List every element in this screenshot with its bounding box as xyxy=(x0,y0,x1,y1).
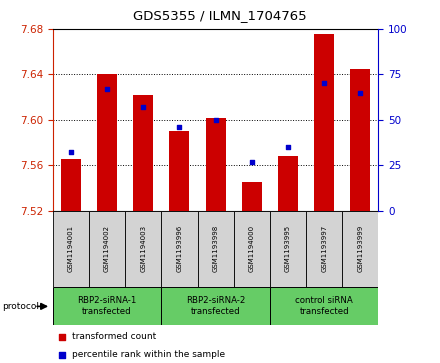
Text: control siRNA
transfected: control siRNA transfected xyxy=(295,296,353,316)
Point xyxy=(357,90,364,95)
Bar xyxy=(242,182,262,211)
FancyBboxPatch shape xyxy=(270,211,306,287)
Point xyxy=(212,117,219,123)
FancyBboxPatch shape xyxy=(125,211,161,287)
Point xyxy=(321,81,328,86)
FancyBboxPatch shape xyxy=(342,211,378,287)
FancyBboxPatch shape xyxy=(306,211,342,287)
Text: GSM1194002: GSM1194002 xyxy=(104,225,110,272)
FancyBboxPatch shape xyxy=(89,211,125,287)
Text: GDS5355 / ILMN_1704765: GDS5355 / ILMN_1704765 xyxy=(133,9,307,22)
FancyBboxPatch shape xyxy=(270,287,378,325)
FancyBboxPatch shape xyxy=(161,287,270,325)
FancyBboxPatch shape xyxy=(234,211,270,287)
Text: GSM1194003: GSM1194003 xyxy=(140,225,146,272)
Bar xyxy=(314,34,334,211)
Bar xyxy=(169,131,189,211)
Text: GSM1193996: GSM1193996 xyxy=(176,225,183,272)
FancyBboxPatch shape xyxy=(53,211,89,287)
Bar xyxy=(97,74,117,211)
Bar xyxy=(350,69,370,211)
Text: RBP2-siRNA-2
transfected: RBP2-siRNA-2 transfected xyxy=(186,296,245,316)
Point xyxy=(248,159,255,164)
Point xyxy=(140,104,147,110)
Point xyxy=(58,352,65,358)
FancyBboxPatch shape xyxy=(198,211,234,287)
Point xyxy=(58,334,65,340)
Bar xyxy=(133,95,153,211)
Point xyxy=(176,124,183,130)
Text: transformed count: transformed count xyxy=(72,332,156,341)
Text: percentile rank within the sample: percentile rank within the sample xyxy=(72,350,225,359)
Text: GSM1193995: GSM1193995 xyxy=(285,225,291,272)
Bar xyxy=(205,118,226,211)
Point xyxy=(284,144,291,150)
FancyBboxPatch shape xyxy=(53,287,161,325)
Text: GSM1193999: GSM1193999 xyxy=(357,225,363,272)
Text: GSM1194000: GSM1194000 xyxy=(249,225,255,272)
FancyBboxPatch shape xyxy=(161,211,198,287)
Text: GSM1193997: GSM1193997 xyxy=(321,225,327,272)
Bar xyxy=(61,159,81,211)
Point xyxy=(67,150,74,155)
Point xyxy=(103,86,110,92)
Text: GSM1194001: GSM1194001 xyxy=(68,225,74,272)
Text: RBP2-siRNA-1
transfected: RBP2-siRNA-1 transfected xyxy=(77,296,137,316)
Text: protocol: protocol xyxy=(2,302,39,311)
Text: GSM1193998: GSM1193998 xyxy=(213,225,219,272)
Bar xyxy=(278,156,298,211)
